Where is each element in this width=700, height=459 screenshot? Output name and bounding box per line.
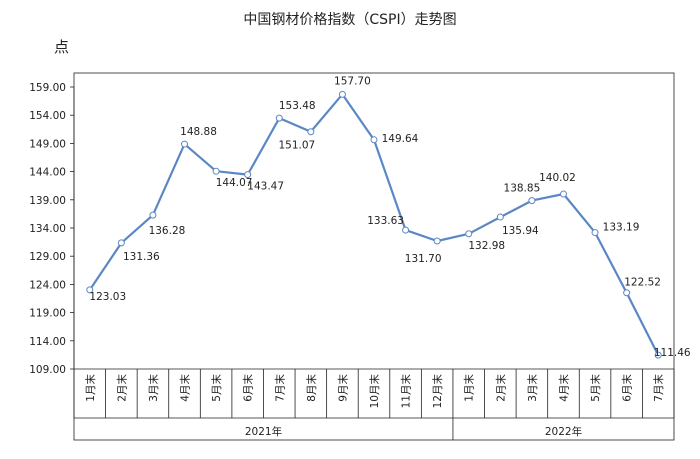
data-label: 132.98 <box>468 240 505 252</box>
data-point <box>496 213 504 221</box>
data-point <box>86 286 94 294</box>
data-label: 148.88 <box>180 126 217 138</box>
data-label: 131.36 <box>123 251 160 263</box>
x-tick-label: 5月末 <box>589 374 602 402</box>
data-label: 111.46 <box>654 347 691 359</box>
data-label: 143.47 <box>247 181 284 193</box>
year-group-label: 2021年 <box>245 425 282 438</box>
y-tick-label: 144.00 <box>29 167 66 179</box>
x-tick-label: 1月末 <box>84 374 97 402</box>
data-point <box>623 289 631 297</box>
x-tick-label: 1月末 <box>463 374 476 402</box>
x-tick-label: 5月末 <box>210 374 223 402</box>
x-tick-label: 12月末 <box>431 374 444 409</box>
y-tick-label: 134.00 <box>29 223 66 235</box>
data-point <box>338 90 346 98</box>
data-label: 136.28 <box>149 225 186 237</box>
y-tick-label: 149.00 <box>29 138 66 150</box>
y-axis-unit-label: 点 <box>54 38 69 56</box>
x-tick-label: 4月末 <box>179 374 192 402</box>
x-tick-label: 7月末 <box>652 374 665 402</box>
x-tick-label: 3月末 <box>147 374 160 402</box>
year-group-label: 2022年 <box>545 425 582 438</box>
y-tick-label: 119.00 <box>29 308 66 320</box>
x-tick-label: 4月末 <box>557 374 570 402</box>
data-label: 133.19 <box>603 222 640 234</box>
x-tick-label: 7月末 <box>273 374 286 402</box>
x-tick-label: 3月末 <box>526 374 539 402</box>
y-tick-label: 109.00 <box>29 364 66 376</box>
y-axis-ticks: 159.00 154.00 149.00 144.00 139.00 134.00 129.… <box>29 82 74 376</box>
data-point <box>465 230 473 238</box>
data-point <box>244 171 252 179</box>
data-point <box>149 211 157 219</box>
data-point <box>559 190 567 198</box>
data-point <box>433 237 441 245</box>
x-tick-label: 11月末 <box>400 374 413 409</box>
data-label: 123.03 <box>89 291 126 303</box>
data-point <box>212 167 220 175</box>
x-axis: 1月末 2月末 3月末 4月末 5月末 6月末 7月末 8月末 9月末 10月末 11月末 12月末 1… <box>73 368 675 440</box>
y-tick-label: 139.00 <box>29 195 66 207</box>
data-label: 122.52 <box>624 277 661 289</box>
x-tick-label: 2月末 <box>494 374 507 402</box>
x-tick-label: 9月末 <box>336 374 349 402</box>
x-tick-label: 2月末 <box>115 374 128 402</box>
chart-title: 中国钢材价格指数（CSPI）走势图 <box>243 12 456 28</box>
data-label: 138.85 <box>504 183 541 195</box>
y-tick-label: 154.00 <box>29 110 66 122</box>
data-label: 151.07 <box>278 140 315 152</box>
data-label: 133.63 <box>367 215 404 227</box>
data-label: 157.70 <box>334 75 371 87</box>
data-point <box>275 114 283 122</box>
data-point <box>181 140 189 148</box>
y-tick-label: 114.00 <box>29 336 66 348</box>
y-tick-label: 159.00 <box>29 82 66 94</box>
data-point <box>591 229 599 237</box>
data-point <box>528 197 536 205</box>
data-label: 140.02 <box>539 172 576 184</box>
y-tick-label: 129.00 <box>29 251 66 263</box>
series-group <box>86 90 662 359</box>
data-label: 153.48 <box>279 100 316 112</box>
data-point <box>370 136 378 144</box>
data-label: 135.94 <box>502 225 539 237</box>
x-tick-label: 10月末 <box>368 374 381 409</box>
data-point <box>307 128 315 136</box>
data-point <box>402 226 410 234</box>
x-tick-label: 6月末 <box>242 374 255 402</box>
data-label: 131.70 <box>405 253 442 265</box>
data-point <box>117 239 125 247</box>
y-tick-label: 124.00 <box>29 279 66 291</box>
data-label: 144.07 <box>216 177 253 189</box>
x-tick-label: 8月末 <box>305 374 318 402</box>
x-tick-label: 6月末 <box>621 374 634 402</box>
data-point <box>654 351 662 359</box>
data-label: 149.64 <box>382 133 419 145</box>
